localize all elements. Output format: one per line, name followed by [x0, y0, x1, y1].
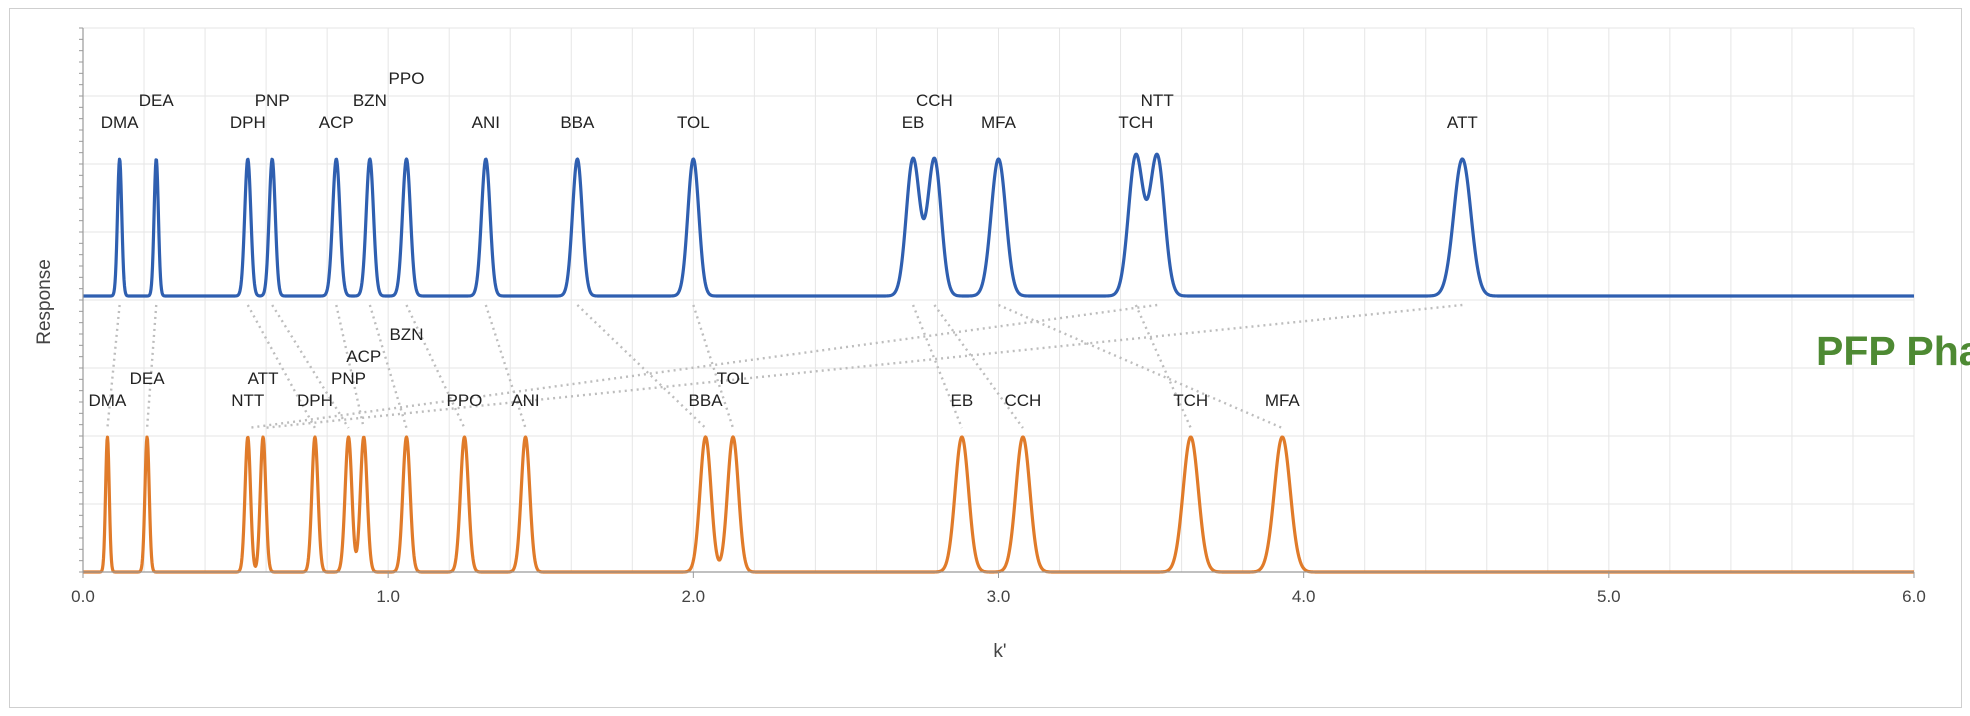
top-peak-label-pnp: PNP [255, 91, 290, 110]
bottom-peak-label-dma: DMA [89, 391, 127, 410]
x-tick-label: 3.0 [987, 587, 1011, 606]
bottom-peak-label-bba: BBA [689, 391, 724, 410]
bottom-peak-label-pnp: PNP [331, 369, 366, 388]
link-dea [145, 304, 158, 429]
x-axis-title: k' [993, 641, 1006, 662]
top-peak-label-tch: TCH [1118, 113, 1153, 132]
link-ppo [405, 304, 466, 429]
link-bba [576, 304, 707, 429]
top-peak-label-bba: BBA [560, 113, 595, 132]
pfp-phases-label: PFP Phases [1816, 328, 1970, 374]
bottom-peak-label-bzn: BZN [389, 325, 423, 344]
link-tch [1134, 304, 1192, 429]
top-peak-label-bzn: BZN [353, 91, 387, 110]
top-peak-label-att: ATT [1447, 113, 1478, 132]
axes: 0.0 1.0 2.0 3.0 4.0 5.0 6.0 [71, 27, 1926, 606]
bottom-peak-label-dph: DPH [297, 391, 333, 410]
top-peak-label-ppo: PPO [389, 69, 425, 88]
peak-correlation-lines [106, 303, 1463, 430]
link-eb [911, 304, 963, 429]
x-tick-label: 5.0 [1597, 587, 1621, 606]
link-dma [106, 304, 121, 429]
link-acp [335, 304, 365, 429]
bottom-peak-label-cch: CCH [1004, 391, 1041, 410]
x-tick-label: 4.0 [1292, 587, 1316, 606]
top-peak-label-dma: DMA [101, 113, 139, 132]
x-tick-label: 2.0 [682, 587, 706, 606]
top-peak-label-ntt: NTT [1141, 91, 1174, 110]
top-peak-label-acp: ACP [319, 113, 354, 132]
bottom-peak-label-dea: DEA [130, 369, 166, 388]
top-peak-label-dph: DPH [230, 113, 266, 132]
top-peak-label-ani: ANI [472, 113, 500, 132]
top-peak-label-cch: CCH [916, 91, 953, 110]
bottom-peak-label-ppo: PPO [447, 391, 483, 410]
bottom-peak-label-eb: EB [951, 391, 974, 410]
x-tick-label: 0.0 [71, 587, 95, 606]
bottom-peak-label-tch: TCH [1173, 391, 1208, 410]
y-axis-title: Response [34, 259, 55, 345]
bottom-peak-label-acp: ACP [346, 347, 381, 366]
top-peak-label-eb: EB [902, 113, 925, 132]
bottom-peak-label-tol: TOL [717, 369, 750, 388]
link-cch [933, 304, 1024, 429]
x-tick-label: 6.0 [1902, 587, 1926, 606]
top-peak-label-dea: DEA [139, 91, 175, 110]
x-tick-label: 1.0 [376, 587, 400, 606]
top-trace [81, 152, 1916, 298]
link-pnp [271, 304, 350, 429]
bottom-peak-label-att: ATT [248, 369, 279, 388]
bottom-peak-label-ntt: NTT [231, 391, 264, 410]
bottom-peak-label-ani: ANI [511, 391, 539, 410]
top-peak-label-mfa: MFA [981, 113, 1017, 132]
top-peak-label-tol: TOL [677, 113, 710, 132]
bottom-peak-label-mfa: MFA [1265, 391, 1301, 410]
chart-frame [9, 8, 1962, 708]
